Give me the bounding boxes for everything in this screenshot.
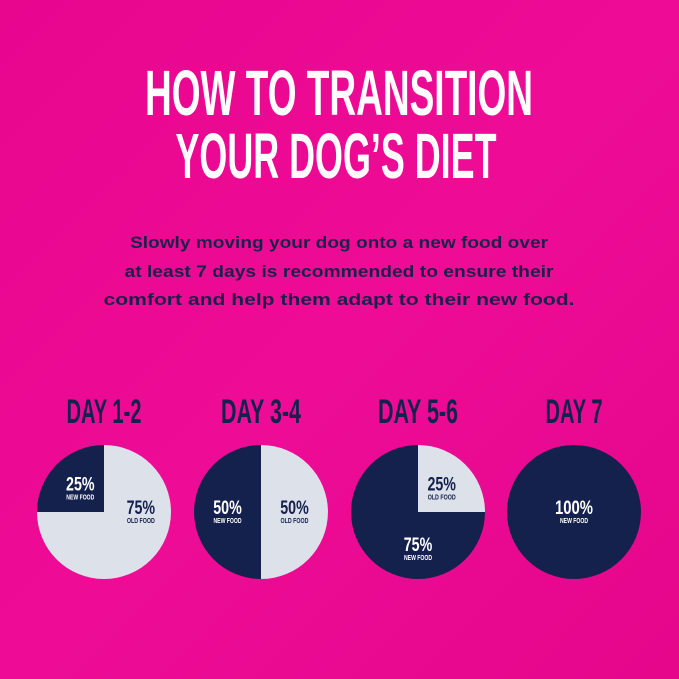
- new-food-slice: [507, 445, 641, 579]
- old-food-slice: [37, 445, 171, 579]
- slice-percent: 50%: [280, 498, 309, 519]
- slice-label: NEW FOOD: [214, 518, 242, 525]
- slice-percent: 50%: [213, 498, 242, 519]
- day-label: DAY 1-2: [67, 393, 142, 431]
- pie-chart-3: DAY 5-6 75%NEW FOOD 25%OLD FOOD: [351, 393, 485, 579]
- intro-line-2: at least 7 days is recommended to ensure…: [125, 262, 554, 281]
- old-food-slice: [418, 445, 485, 512]
- slice-label: OLD FOOD: [428, 494, 456, 501]
- title-line-1: HOW TO TRANSITION: [145, 57, 533, 129]
- pie-chart-1: DAY 1-2 25%NEW FOOD 75%OLD FOOD: [37, 393, 171, 579]
- new-food-slice: [194, 445, 261, 579]
- intro-line-3: comfort and help them adapt to their new…: [104, 290, 575, 309]
- day-label: DAY 3-4: [221, 393, 301, 431]
- slice-label: NEW FOOD: [66, 494, 94, 501]
- slice-percent: 25%: [427, 474, 456, 495]
- slice-percent: 100%: [555, 498, 593, 519]
- day-label: DAY 5-6: [378, 393, 458, 431]
- pie-chart-4: DAY 7 100%NEW FOOD: [507, 393, 641, 579]
- old-food-slice: [261, 445, 328, 579]
- intro-line-1: Slowly moving your dog onto a new food o…: [130, 233, 548, 252]
- slice-label: OLD FOOD: [127, 518, 155, 525]
- slice-percent: 75%: [404, 535, 433, 556]
- slice-percent: 75%: [127, 498, 156, 519]
- slice-percent: 25%: [66, 474, 95, 495]
- slice-label: NEW FOOD: [560, 518, 588, 525]
- title-line-2: YOUR DOG’S DIET: [176, 120, 497, 192]
- slice-label: NEW FOOD: [404, 555, 432, 562]
- new-food-slice: [37, 445, 104, 512]
- slice-label: OLD FOOD: [281, 518, 309, 525]
- day-label: DAY 7: [546, 393, 603, 431]
